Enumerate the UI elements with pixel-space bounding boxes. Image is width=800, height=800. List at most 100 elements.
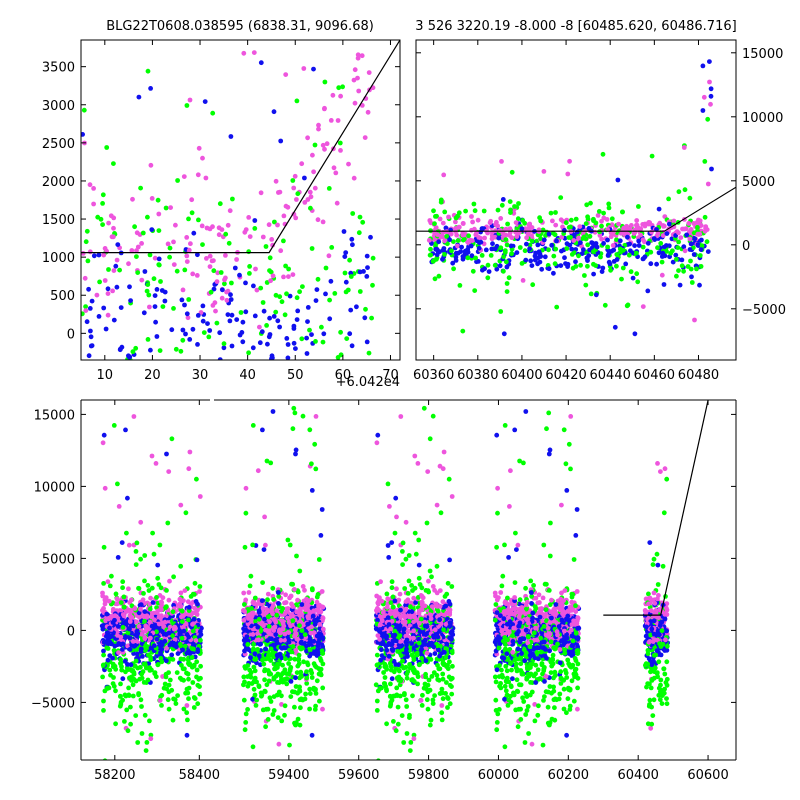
data-point — [423, 686, 429, 692]
data-point — [370, 255, 376, 261]
data-point — [105, 646, 111, 651]
data-point — [246, 350, 252, 356]
data-point — [585, 263, 590, 269]
data-point — [180, 337, 186, 343]
data-point — [375, 633, 381, 638]
data-point — [437, 603, 443, 609]
plot-frame — [80, 39, 401, 361]
data-point — [269, 632, 275, 637]
data-point — [124, 665, 130, 671]
data-point — [431, 208, 436, 214]
data-point — [498, 309, 504, 314]
data-point — [154, 636, 160, 642]
data-point — [242, 727, 248, 733]
data-point — [676, 189, 682, 195]
data-point — [227, 208, 233, 214]
data-point — [691, 252, 697, 257]
data-point — [207, 253, 213, 259]
data-point — [447, 659, 452, 665]
data-point — [335, 355, 341, 360]
data-point — [403, 599, 409, 604]
data-point — [688, 266, 694, 272]
data-point — [391, 719, 396, 724]
data-point — [436, 273, 442, 279]
data-point — [501, 268, 506, 274]
data-point — [444, 641, 450, 647]
data-point — [258, 641, 263, 647]
data-point — [310, 613, 316, 619]
data-point — [247, 583, 253, 589]
data-point — [688, 227, 694, 232]
data-point — [128, 662, 134, 668]
data-point — [191, 616, 197, 622]
data-point — [101, 606, 106, 611]
data-point — [605, 237, 610, 243]
data-point — [389, 540, 395, 545]
data-point — [434, 213, 439, 219]
data-point — [163, 632, 169, 637]
x-tick-label: 30 — [192, 368, 209, 383]
data-point — [608, 267, 613, 273]
data-point — [374, 708, 380, 713]
data-point — [428, 616, 434, 622]
data-point — [167, 254, 173, 260]
data-point — [573, 216, 579, 222]
data-point — [357, 289, 363, 294]
data-point — [385, 481, 391, 487]
data-point — [273, 178, 279, 184]
data-point — [270, 585, 276, 591]
data-point — [463, 208, 468, 214]
data-point — [265, 638, 270, 643]
data-point — [692, 317, 697, 323]
data-point — [453, 219, 458, 225]
data-point — [100, 440, 106, 446]
data-point — [171, 640, 177, 646]
data-point — [186, 466, 192, 472]
data-point — [95, 214, 101, 220]
data-point — [614, 263, 619, 269]
data-point — [210, 110, 216, 116]
data-point — [326, 186, 332, 191]
data-point — [419, 585, 425, 591]
data-point — [292, 587, 297, 592]
data-point — [250, 345, 256, 351]
data-point — [405, 654, 410, 659]
data-point — [280, 679, 286, 685]
data-point — [304, 335, 309, 341]
data-point — [180, 327, 186, 333]
data-point — [184, 311, 190, 317]
data-point — [272, 219, 277, 225]
data-point — [125, 586, 131, 592]
data-point — [503, 237, 509, 243]
data-point — [242, 648, 247, 654]
data-point — [625, 234, 630, 240]
data-point — [284, 336, 290, 341]
data-point — [537, 215, 542, 221]
data-point — [246, 249, 252, 255]
data-point — [107, 625, 112, 631]
data-point — [126, 261, 131, 267]
data-point — [320, 604, 326, 610]
data-point — [184, 710, 190, 716]
data-point — [136, 586, 142, 591]
data-point — [182, 302, 187, 308]
data-point — [615, 177, 621, 183]
data-point — [440, 661, 446, 666]
data-point — [294, 295, 300, 301]
data-point — [541, 237, 547, 243]
data-point — [435, 608, 441, 614]
data-point — [529, 225, 535, 230]
data-point — [201, 330, 207, 335]
data-point — [139, 631, 145, 637]
data-point — [678, 235, 684, 241]
data-point — [287, 647, 292, 653]
data-point — [184, 732, 190, 738]
data-point — [100, 626, 106, 632]
data-point — [508, 207, 513, 213]
data-point — [243, 227, 249, 233]
y-tick-label: 0 — [67, 327, 75, 342]
data-point — [119, 344, 125, 350]
data-point — [634, 218, 640, 223]
data-point — [264, 642, 270, 647]
data-point — [448, 630, 454, 636]
